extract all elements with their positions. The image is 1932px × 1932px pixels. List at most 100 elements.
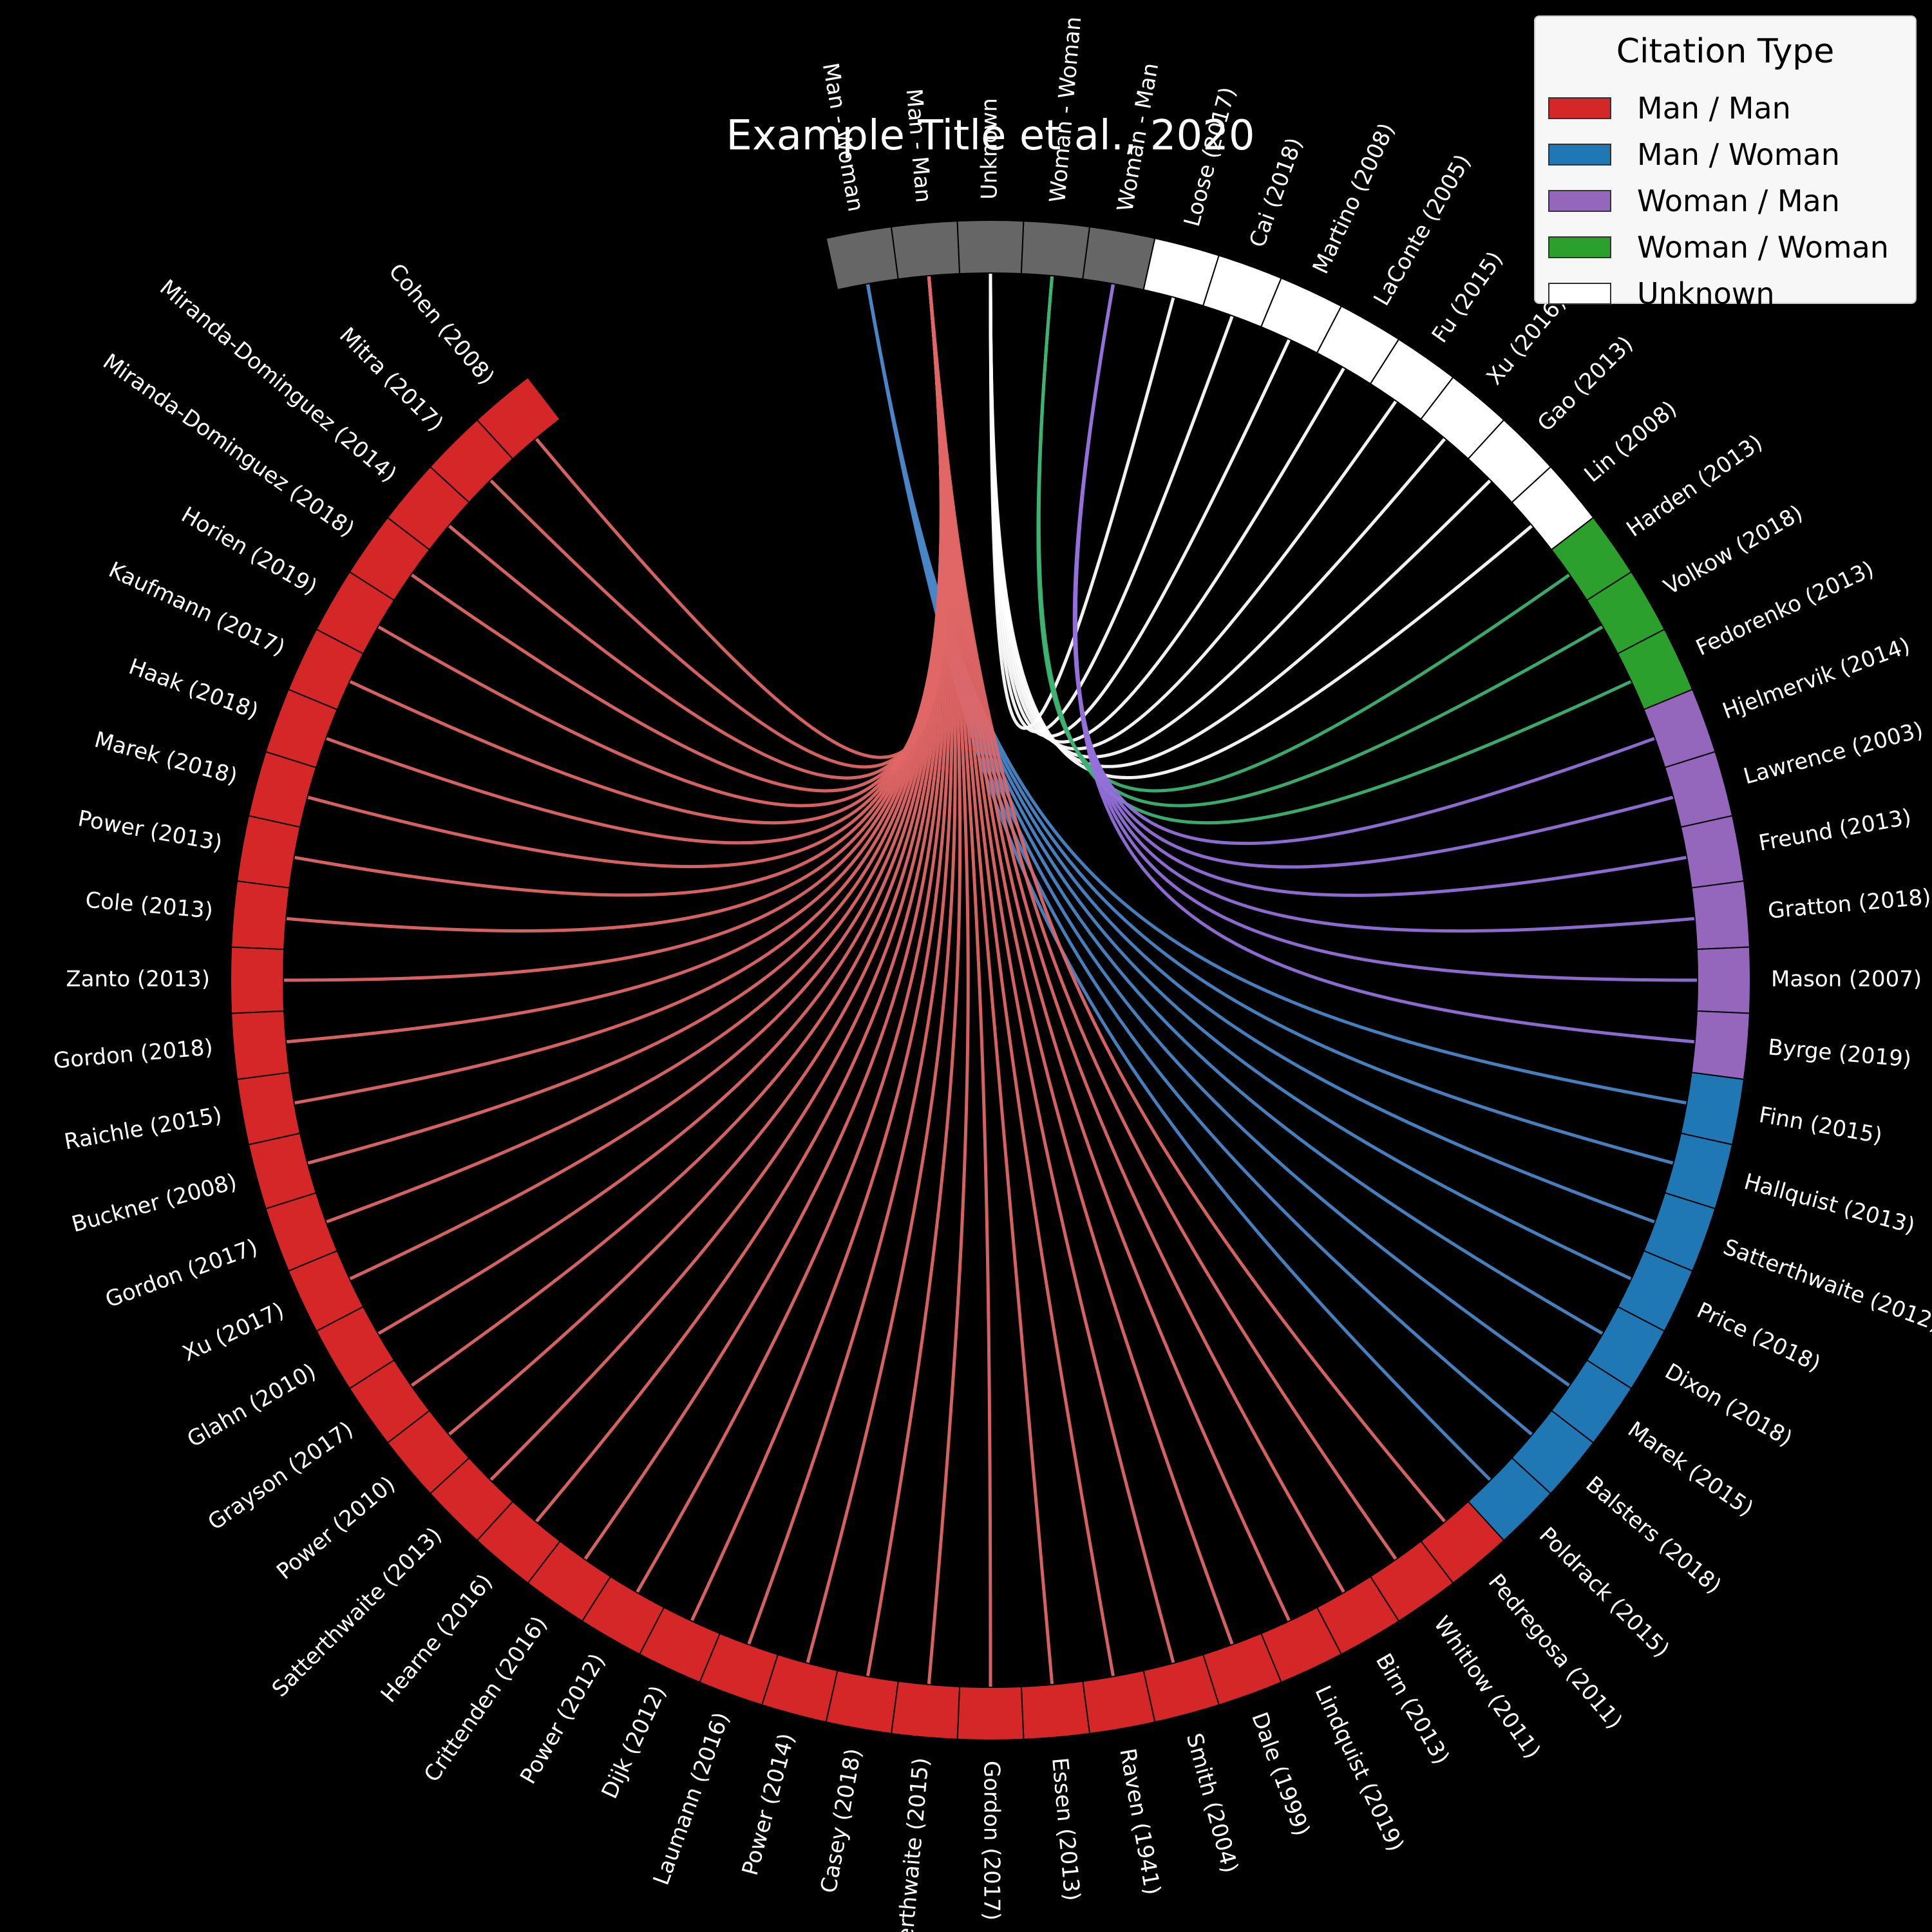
citation-label-dixon-2018-26: Dixon (2018) <box>1660 1358 1796 1452</box>
citation-segment-gordon-2017-38 <box>956 1685 1025 1741</box>
citation-segment-finn-2015-22 <box>1680 1072 1745 1146</box>
citation-label-fu-2015-9: Fu (2015) <box>1427 247 1508 348</box>
legend-title: Citation Type <box>1616 32 1835 71</box>
legend-item-man-woman: Man / Woman <box>1548 137 1840 172</box>
ribbon-gao-2013-6 <box>989 272 1492 768</box>
citation-label-dijk-2012-43: Dijk (2012) <box>597 1681 672 1803</box>
ribbon-power-2014-36 <box>806 275 957 1664</box>
citation-label-power-2010-48: Power (2010) <box>272 1472 400 1585</box>
ribbon-whitlow-2011-26 <box>927 275 1397 1560</box>
citation-segment-satterthwaite-2015-39 <box>890 1680 961 1740</box>
ribbon-kaufmann-2017-56 <box>348 275 944 825</box>
ribbon-mitra-2017-60 <box>489 275 946 769</box>
citation-label-mitra-2017-65: Mitra (2017) <box>334 323 448 437</box>
ribbon-martino-2008-2 <box>989 272 1291 738</box>
citation-label-power-2013-58: Power (2013) <box>76 806 224 857</box>
ribbon-harden-2013-8 <box>1036 275 1571 793</box>
citation-segment-gratton-2018-19 <box>1690 880 1750 951</box>
citation-segment-raven-1941-36 <box>1082 1669 1156 1735</box>
citation-label-zanto-2013-56: Zanto (2013) <box>66 967 210 992</box>
citation-label-miranda-dominguez-2018-63: Miranda-Dominguez (2018) <box>98 349 359 542</box>
citation-label-raven-1941-36: Raven (1941) <box>1114 1747 1165 1897</box>
citation-label-hjelmervik-2014-16: Hjelmervik (2014) <box>1719 632 1914 724</box>
citation-label-gordon-2017-52: Gordon (2017) <box>102 1234 261 1313</box>
ribbon-laconte-2005-3 <box>989 272 1346 744</box>
legend-label-man-man: Man / Man <box>1637 91 1791 126</box>
ribbon-cohen-2008-61 <box>535 275 947 759</box>
citation-label-glahn-2010-50: Glahn (2010) <box>183 1358 321 1452</box>
citation-segment-raichle-2015-54 <box>236 1072 301 1146</box>
ribbon-gordon-2017-33 <box>927 275 992 1688</box>
citation-label-volkow-2018-14: Volkow (2018) <box>1660 500 1807 600</box>
citation-segment-cohen-2008-66 <box>476 376 561 460</box>
hub-segment-woman-man-4 <box>1082 225 1156 291</box>
citation-label-mason-2007-20: Mason (2007) <box>1771 967 1922 992</box>
citation-label-horien-2019-62: Horien (2019) <box>177 502 321 600</box>
legend-swatch-woman-man <box>1548 190 1611 212</box>
hub-segment-man-man-1 <box>890 220 961 280</box>
chart-title: Example Title et al., 2020 <box>726 112 1255 160</box>
citation-label-power-2012-44: Power (2012) <box>515 1649 611 1788</box>
citation-label-casey-2018-40: Casey (2018) <box>816 1747 867 1895</box>
citation-label-cole-2013-57: Cole (2013) <box>84 887 214 924</box>
legend-item-unknown: Unknown <box>1548 276 1775 311</box>
hub-segment-unknown-2 <box>956 219 1025 275</box>
citation-label-lindquist-2019-33: Lindquist (2019) <box>1309 1681 1408 1855</box>
citation-segment-zanto-2013-56 <box>229 946 285 1014</box>
ribbon-crittenden-2016-40 <box>583 275 948 1560</box>
citation-label-gordon-2018-55: Gordon (2018) <box>52 1034 214 1074</box>
citation-label-marek-2015-27: Marek (2015) <box>1623 1417 1758 1522</box>
hub-segment-man-woman-0 <box>825 225 899 291</box>
legend-swatch-unknown <box>1548 283 1611 305</box>
ribbon-miranda-dominguez-2014-59 <box>448 275 945 780</box>
citation-segment-gordon-2018-55 <box>231 1010 290 1081</box>
citation-label-hallquist-2013-23: Hallquist (2013) <box>1741 1169 1918 1239</box>
citation-label-dale-1999-34: Dale (1999) <box>1246 1709 1314 1840</box>
citation-label-freund-2013-18: Freund (2013) <box>1757 804 1913 857</box>
legend-label-woman-woman: Woman / Woman <box>1637 230 1889 265</box>
legend-item-woman-woman: Woman / Woman <box>1548 230 1889 265</box>
citation-label-essen-2013-37: Essen (2013) <box>1046 1757 1084 1902</box>
citation-label-finn-2015-22: Finn (2015) <box>1757 1102 1884 1149</box>
citation-label-laumann-2016-42: Laumann (2016) <box>649 1709 735 1889</box>
legend: Citation Type Man / Man Man / Woman Woma… <box>1534 15 1917 311</box>
hub-label-unknown-2: Unknown <box>977 98 1003 200</box>
citation-label-lin-2008-12: Lin (2008) <box>1580 396 1682 488</box>
citation-label-birn-2013-32: Birn (2013) <box>1370 1649 1454 1769</box>
citation-label-smith-2004-35: Smith (2004) <box>1181 1730 1243 1876</box>
legend-swatch-woman-woman <box>1548 236 1611 258</box>
citation-segment-byrge-2019-21 <box>1690 1010 1750 1081</box>
citation-label-gordon-2017-38: Gordon (2017) <box>979 1761 1005 1920</box>
citation-segment-mason-2007-20 <box>1696 946 1752 1014</box>
legend-item-woman-man: Woman / Man <box>1548 184 1840 218</box>
citation-label-satterthwaite-2015-39: Satterthwaite (2015) <box>889 1757 934 1932</box>
ribbons-group <box>283 272 1698 1688</box>
hub-segment-woman-woman-3 <box>1020 220 1091 280</box>
hub-label-man-man-1: Man - Man <box>900 88 936 204</box>
citation-segment-essen-2013-37 <box>1020 1680 1091 1740</box>
citation-label-gao-2013-11: Gao (2013) <box>1533 331 1638 437</box>
ribbon-byrge-2019-16 <box>1074 283 1696 1044</box>
citation-label-marek-2018-59: Marek (2018) <box>91 727 240 790</box>
citation-label-byrge-2019-21: Byrge (2019) <box>1767 1034 1913 1072</box>
citation-segment-cole-2013-57 <box>231 880 290 951</box>
citation-segment-power-2013-58 <box>236 815 301 889</box>
legend-swatch-man-woman <box>1548 144 1611 166</box>
citation-segment-casey-2018-40 <box>825 1669 899 1735</box>
citation-label-haak-2018-60: Haak (2018) <box>126 654 262 724</box>
citation-label-buckner-2008-53: Buckner (2008) <box>69 1169 240 1238</box>
citation-label-price-2018-25: Price (2018) <box>1693 1298 1824 1378</box>
citation-label-miranda-dominguez-2014-64: Miranda-Dominguez (2014) <box>155 274 401 488</box>
ribbon-laumann-2016-37 <box>747 275 954 1645</box>
citation-label-raichle-2015-54: Raichle (2015) <box>62 1102 224 1155</box>
legend-label-woman-man: Woman / Man <box>1637 184 1840 218</box>
citation-label-xu-2017-51: Xu (2017) <box>179 1298 289 1367</box>
legend-label-man-woman: Man / Woman <box>1637 137 1840 172</box>
ribbon-satterthwaite-2013-42 <box>489 275 946 1482</box>
citation-label-martino-2008-7: Martino (2008) <box>1308 119 1400 278</box>
citation-label-power-2014-41: Power (2014) <box>737 1730 800 1878</box>
legend-swatch-man-man <box>1548 97 1611 119</box>
citation-label-gratton-2018-19: Gratton (2018) <box>1767 884 1932 924</box>
ribbon-miranda-dominguez-2018-58 <box>410 275 945 793</box>
hub-label-woman-woman-3: Woman - Woman <box>1045 15 1086 204</box>
